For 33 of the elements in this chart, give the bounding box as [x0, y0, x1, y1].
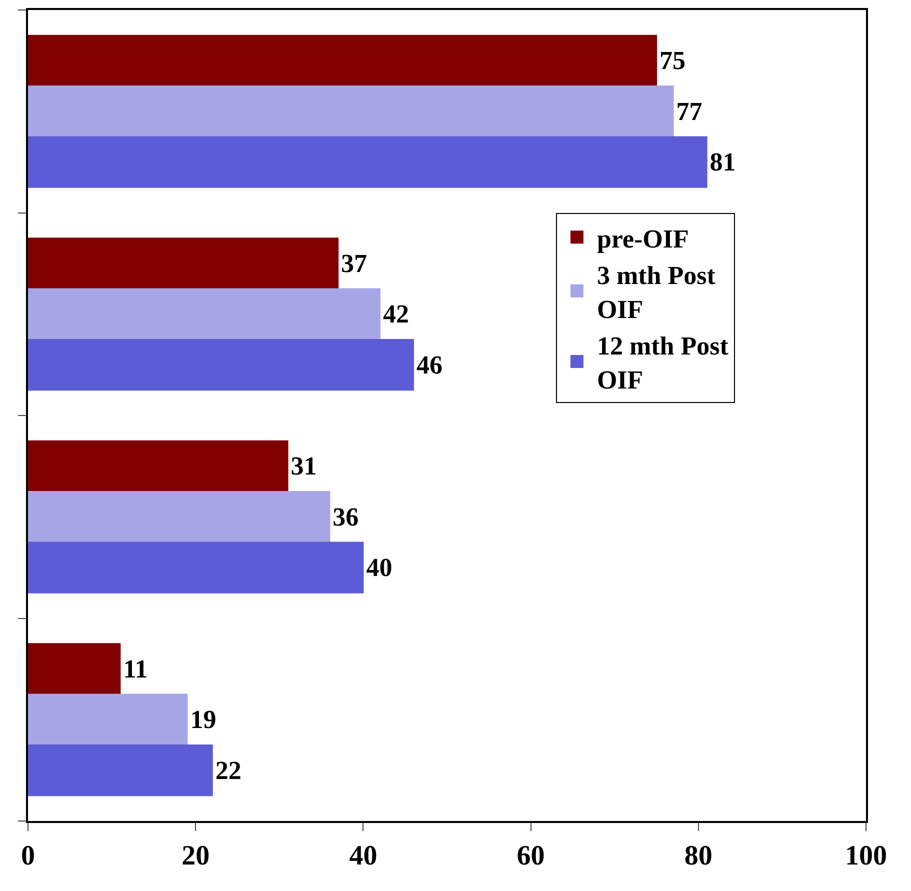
bar [28, 440, 288, 492]
data-label: 31 [290, 452, 317, 481]
bar [28, 744, 213, 796]
bar [28, 136, 708, 188]
bar [28, 694, 188, 746]
bar [28, 491, 330, 543]
x-tick-label: 20 [182, 840, 210, 872]
data-label: 37 [341, 248, 368, 278]
x-tick-label: 40 [349, 840, 378, 872]
data-label: 81 [710, 148, 736, 177]
bar [28, 542, 364, 594]
bar [28, 34, 657, 87]
data-label: 77 [676, 96, 702, 126]
x-tick-label: 80 [684, 840, 712, 872]
data-label: 19 [190, 705, 216, 734]
bar [28, 238, 339, 290]
bar [28, 86, 674, 138]
bar [28, 288, 380, 340]
legend-label: 3 mth Post OIF [596, 261, 716, 324]
legend-label: pre-OIF [596, 224, 689, 254]
x-tick-label: 0 [21, 840, 35, 872]
data-label: 36 [332, 502, 359, 532]
legend-label: 12 mth Post OIF [596, 332, 729, 394]
data-label: 42 [382, 300, 409, 329]
bar [28, 643, 121, 695]
data-label: 11 [123, 654, 148, 684]
x-tick-label: 100 [845, 840, 887, 872]
bar [28, 338, 414, 391]
data-label: 22 [215, 756, 242, 785]
data-label: 46 [416, 350, 442, 380]
data-label: 40 [366, 553, 392, 582]
data-label: 75 [660, 46, 686, 76]
x-tick-label: 60 [516, 840, 545, 872]
